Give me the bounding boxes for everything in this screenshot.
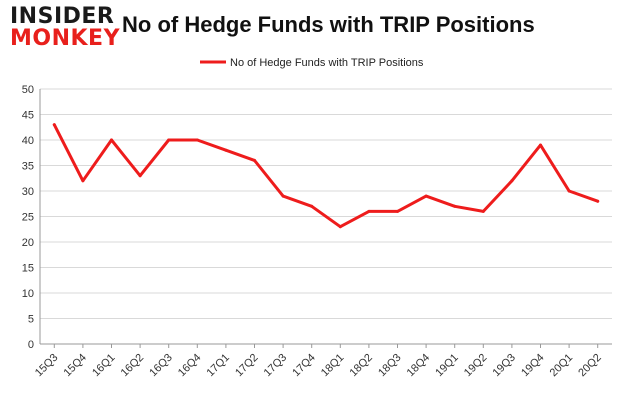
data-point [138,174,142,178]
data-point [253,158,256,162]
series-line-0 [52,123,600,229]
x-tick-label: 17Q4 [290,352,318,380]
series-layer [52,123,600,229]
data-point [567,189,571,193]
data-point [224,148,228,152]
x-tick-label: 17Q3 [262,352,290,380]
legend: No of Hedge Funds with TRIP Positions [200,57,424,69]
y-tick-label: 15 [22,263,34,275]
y-tick-label: 25 [22,212,34,224]
y-tick-label: 30 [22,186,34,198]
data-point [453,204,457,208]
y-tick-label: 45 [22,110,34,122]
legend-label: No of Hedge Funds with TRIP Positions [230,57,424,69]
data-point [338,225,342,229]
y-tick-label: 40 [22,135,34,147]
x-tick-label: 18Q3 [376,352,404,380]
x-tick-label: 18Q1 [319,352,347,380]
chart-title: No of Hedge Funds with TRIP Positions [122,12,535,37]
data-point [167,138,171,142]
y-tick-label: 0 [28,339,34,351]
logo-line-2: MONKEY [10,26,121,51]
data-point [596,199,600,203]
x-tick-label: 20Q1 [548,352,576,380]
x-tick-label: 18Q2 [347,352,375,380]
insider-monkey-logo: INSIDER MONKEY [10,6,120,50]
data-point [367,209,371,213]
y-tick-labels: 0 5 10 15 20 25 30 35 40 45 50 [22,84,34,351]
x-tick-labels: 15Q3 15Q4 16Q1 16Q2 16Q3 16Q4 17Q1 17Q2 17Q3 17Q4… [33,352,604,380]
data-point [52,123,56,127]
x-tick-label: 19Q4 [519,352,547,380]
x-tick-label: 16Q3 [147,352,175,380]
data-point [195,138,199,142]
logo-line-1: INSIDER [10,4,115,29]
data-point [481,209,485,213]
x-tick-label: 15Q4 [61,352,89,380]
x-tick-label: 16Q1 [90,352,118,380]
data-point [510,179,514,183]
data-point [310,204,314,208]
x-tick-label: 19Q2 [462,352,490,380]
x-tick-label: 18Q4 [405,352,433,380]
x-tick-label: 16Q2 [119,352,147,380]
y-tick-label: 20 [22,237,34,249]
data-point [539,143,542,147]
grid-lines [40,88,612,319]
data-point [110,138,113,142]
data-point [424,194,428,198]
y-tick-label: 50 [22,84,34,96]
data-point [81,179,85,183]
x-tick-label: 19Q1 [433,352,461,380]
x-tick-label: 16Q4 [176,352,204,380]
axes [39,89,612,348]
x-tick-label: 19Q3 [490,352,518,380]
data-point [281,194,285,198]
y-tick-label: 35 [22,161,34,173]
data-point [396,209,399,213]
x-tick-label: 17Q1 [204,352,232,380]
x-tick-label: 15Q3 [33,352,61,380]
x-tick-label: 20Q2 [576,352,604,380]
y-tick-label: 10 [22,288,34,300]
x-tick-label: 17Q2 [233,352,261,380]
y-tick-label: 5 [28,314,34,326]
